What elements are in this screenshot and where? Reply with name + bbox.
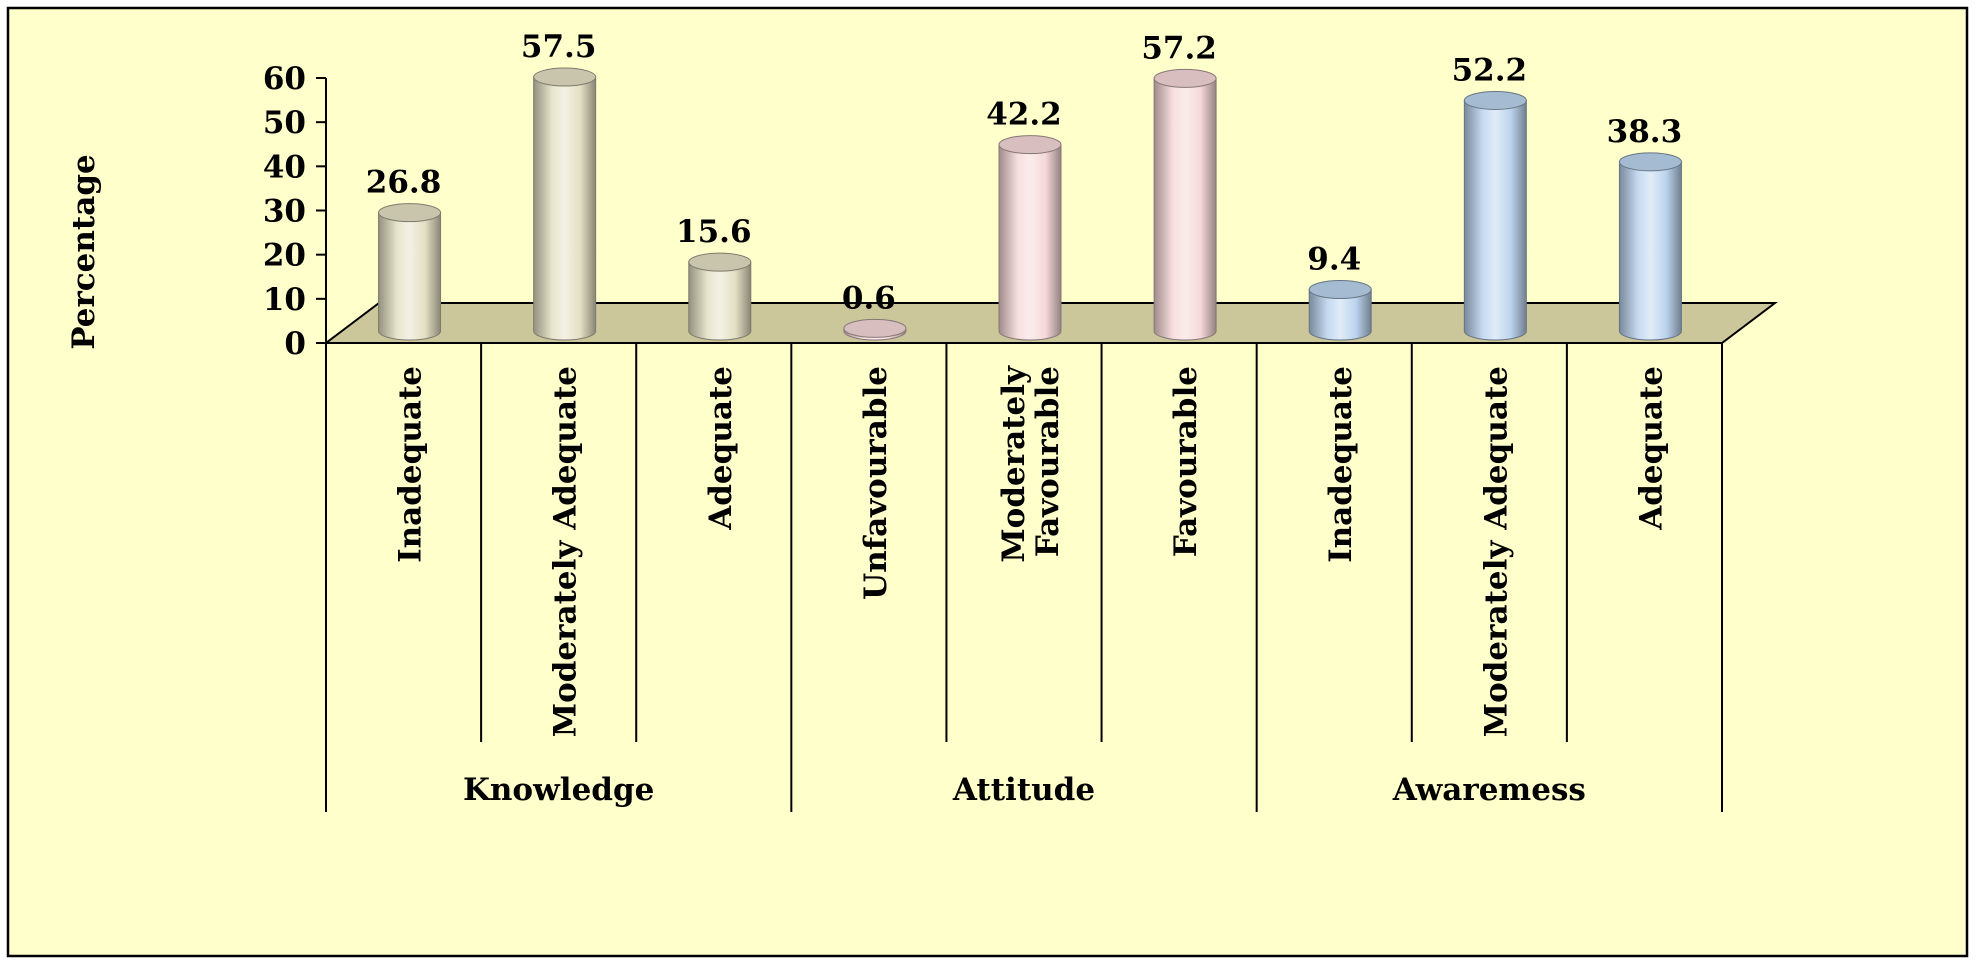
bar-top [688,252,752,272]
bar: 42.2 [986,97,1062,341]
bar-top [1308,279,1372,299]
bar-value-label: 26.8 [366,165,442,201]
bar-top [998,135,1062,155]
x-group-label: Attitude [952,772,1095,808]
bar-body [1618,161,1682,341]
bar-value-label: 15.6 [676,214,752,250]
bar-top [843,318,907,338]
x-category-label: Inadequate [1323,366,1359,563]
bar-top [533,67,597,87]
bar-series: 26.8 57.5 15.6 0.6 42.2 57.2 9.4 52.2 38.3 [366,29,1683,341]
bar: 9.4 [1307,241,1372,341]
y-tick-label: 0 [284,326,306,362]
bar: 38.3 [1607,114,1683,341]
bar-top [378,203,442,223]
y-axis: 0 10 20 30 40 50 60 [263,61,327,362]
bar-body [1463,99,1527,341]
bar: 57.5 [521,29,597,341]
bar-value-label: 57.5 [521,29,597,65]
x-axis: Inadequate Moderately Adequate Adequate Kno… [325,343,1723,812]
y-axis-title: Percentage [66,154,102,349]
x-category-label: Adequate [1633,366,1669,531]
bar-body [998,144,1062,341]
y-tick-label: 50 [263,105,306,141]
bar-body [378,212,442,341]
bar-body [688,261,752,341]
bar-value-label: 0.6 [842,280,896,316]
x-category-label: Moderately Adequate [548,366,584,737]
x-category-label: Unfavourable [858,366,894,600]
bar: 26.8 [366,165,442,341]
bar-value-label: 57.2 [1141,30,1217,66]
x-category-label: Moderately Adequate [1478,366,1514,737]
bar-value-label: 42.2 [986,97,1062,133]
y-tick-label: 30 [263,194,306,230]
bar-top [1153,68,1217,88]
bar: 52.2 [1452,52,1528,341]
bar-top [1618,152,1682,172]
x-group-label: Knowledge [463,772,654,808]
x-group-label: Awaremess [1392,772,1586,808]
bar-value-label: 38.3 [1607,114,1683,150]
bar: 57.2 [1141,30,1217,341]
bar: 15.6 [676,214,752,341]
bar: 0.6 [842,280,907,341]
y-tick-label: 20 [263,238,306,274]
y-tick-label: 10 [263,282,306,318]
x-category-label: Inadequate [393,366,429,563]
bar-value-label: 52.2 [1452,52,1528,88]
bar-top [1463,90,1527,110]
bar-body [1153,77,1217,341]
x-category-label: ModeratelyFavourable [996,365,1066,563]
y-tick-label: 60 [263,61,306,97]
x-category-label: Favourable [1168,366,1204,557]
x-category-label: Adequate [703,366,739,531]
bar-body [533,76,597,341]
bar-value-label: 9.4 [1307,241,1361,277]
bar-body [1308,288,1372,341]
y-tick-label: 40 [263,149,306,185]
